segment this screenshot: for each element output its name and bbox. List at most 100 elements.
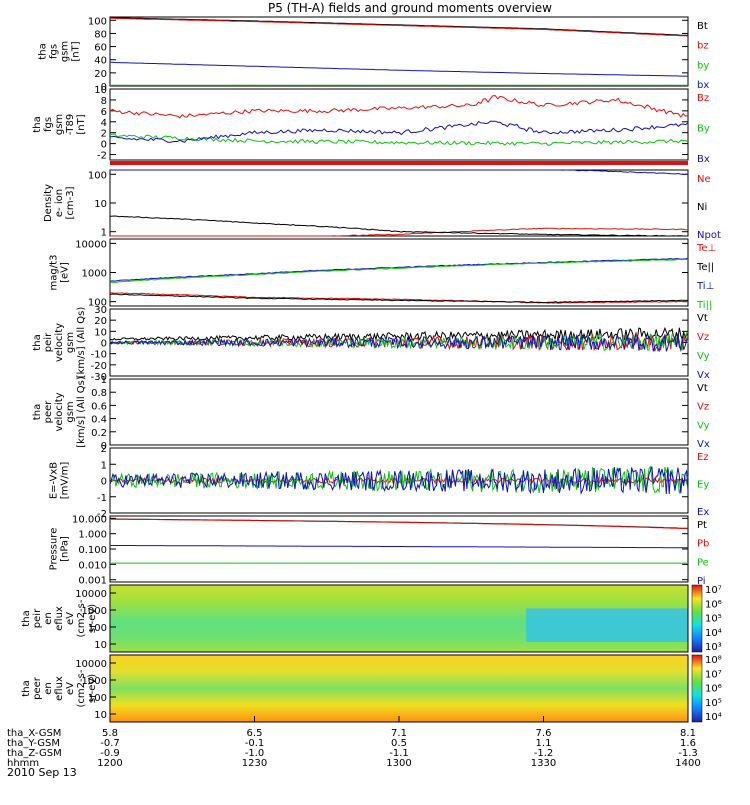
y-tick-label: 80	[94, 29, 107, 40]
y-tick-label: -2	[97, 509, 107, 520]
legend-entry: Bx	[697, 154, 710, 165]
y-tick-label: 0.6	[91, 401, 107, 412]
colorbar	[691, 654, 703, 723]
xaxis-value: 1400	[675, 758, 700, 769]
xaxis-value: 7.1	[391, 728, 407, 739]
panel-frame	[109, 584, 689, 653]
legend-entry: Bz	[697, 93, 709, 104]
ylabel-line: tha	[32, 334, 43, 350]
y-tick-label: 10	[94, 710, 107, 721]
legend-entry: Ni	[697, 202, 707, 213]
legend-entry: Vz	[697, 332, 709, 343]
y-tick-label: 1.000	[78, 530, 107, 541]
heatmap-fill	[110, 655, 688, 722]
y-tick-label: 100	[88, 623, 107, 634]
legend-entry: Bt	[697, 21, 708, 32]
colorbar-label: 10⁶	[705, 599, 722, 610]
legend-entry: Vy	[697, 420, 710, 431]
legend-entry: Vt	[697, 313, 708, 324]
panel-9: thapeirenefluxeV(cm2-s-sr-eV) 10 100 1000 10…	[21, 584, 722, 653]
ylabel-line: Pressure	[49, 528, 60, 571]
ylabel-line: gsm	[54, 114, 65, 135]
ylabel-line: [km/s] (All Qs)	[76, 307, 87, 379]
panel-frame	[109, 238, 689, 307]
xaxis-value: 1300	[386, 758, 411, 769]
y-tick-label: 10000	[75, 659, 107, 670]
colorbar-label: 10⁷	[705, 585, 722, 596]
y-tick-label: 0.8	[91, 388, 107, 399]
xaxis-value: 1.6	[680, 738, 696, 749]
panel-ylabel: thapeirvelocitygsm[km/s] (All Qs)	[32, 307, 87, 379]
series-line-Bz	[109, 95, 689, 119]
xaxis-value: 1200	[97, 758, 122, 769]
y-tick-label: 0	[101, 140, 107, 151]
y-tick-label: 1	[101, 460, 107, 471]
xaxis-row-label: hhmm	[7, 758, 39, 769]
y-tick-label: 30	[94, 305, 107, 316]
ylabel-line: en	[43, 682, 54, 695]
y-tick-label: 100	[88, 16, 107, 27]
panel-5: thapeirvelocitygsm[km/s] (All Qs) -30-20-…	[32, 305, 710, 383]
colorbar-label: 10⁴	[705, 628, 722, 639]
legend-entry: Vy	[697, 351, 710, 362]
ylabel-line: gsm	[65, 332, 76, 353]
ylabel-line: en	[43, 612, 54, 625]
ylabel-line: fgs	[43, 117, 54, 132]
panel-4: mag/t3[eV] 100 1000 10000 Te⊥ Te|| Ti⊥ Ti||	[49, 238, 716, 311]
ylabel-line: peir	[32, 608, 43, 628]
y-tick-label: 10	[94, 327, 107, 338]
panel-ylabel: mag/t3[eV]	[49, 255, 71, 291]
ylabel-line: [eV]	[60, 262, 71, 283]
y-tick-label: -2	[97, 151, 107, 162]
ylabel-line: tha	[38, 43, 49, 59]
colorbar-label: 10⁵	[705, 614, 722, 625]
xaxis-value: -0.7	[100, 738, 120, 749]
ylabel-line: -T89	[65, 114, 76, 136]
colorbar-label: 10⁵	[705, 698, 722, 709]
ylabel-line: eflux	[54, 606, 65, 631]
legend-entry: Pt	[697, 520, 707, 531]
panel-frame	[109, 378, 689, 446]
series-line-bz	[110, 17, 689, 37]
series-line-Ni	[109, 215, 688, 237]
series-line-Npot	[110, 169, 688, 175]
series-line-Bx	[109, 120, 689, 143]
legend-entry: Pb	[697, 539, 709, 550]
series-line-Bt	[110, 17, 689, 36]
y-tick-label: 40	[94, 56, 107, 67]
panel-1: thafgsgsm[nT] 0 20 40 60 80 100 Bt bz by bx	[38, 16, 710, 93]
y-tick-label: 10	[94, 85, 107, 96]
y-tick-label: 100	[88, 693, 107, 704]
xaxis-value: -1.3	[678, 748, 698, 759]
series-line-By	[109, 133, 689, 146]
xaxis-value: -0.1	[245, 738, 265, 749]
legend-entry: Pe	[697, 557, 709, 568]
ylabel-line: [km/s] (All Qs)	[76, 376, 87, 448]
colorbar-label: 10⁶	[705, 684, 722, 695]
y-tick-label: 10	[94, 199, 107, 210]
ylabel-line: [nT]	[76, 114, 87, 134]
ylabel-line: eflux	[54, 676, 65, 701]
legend-entry: Vx	[697, 370, 710, 381]
series-line-Te||	[109, 293, 688, 304]
y-tick-label: 10.000	[72, 514, 107, 525]
plot-title: P5 (TH-A) fields and ground moments over…	[268, 1, 552, 15]
y-tick-label: 8	[101, 96, 107, 107]
y-tick-label: 0	[101, 477, 107, 488]
xaxis-value: 8.1	[680, 728, 696, 739]
separator-strip	[110, 161, 688, 165]
series-line-bx	[110, 61, 688, 77]
ylabel-line: gsm	[65, 401, 76, 422]
legend-entry: Ey	[697, 480, 709, 491]
y-tick-label: -30	[91, 372, 107, 383]
y-tick-label: 10	[94, 640, 107, 651]
series-line-Pb	[110, 518, 689, 530]
colorbar-label: 10⁴	[705, 712, 722, 723]
xaxis-value: -1.1	[389, 748, 409, 759]
xaxis-value: 6.5	[247, 728, 263, 739]
y-tick-label: 0.100	[78, 545, 107, 556]
y-tick-label: -1	[97, 493, 107, 504]
